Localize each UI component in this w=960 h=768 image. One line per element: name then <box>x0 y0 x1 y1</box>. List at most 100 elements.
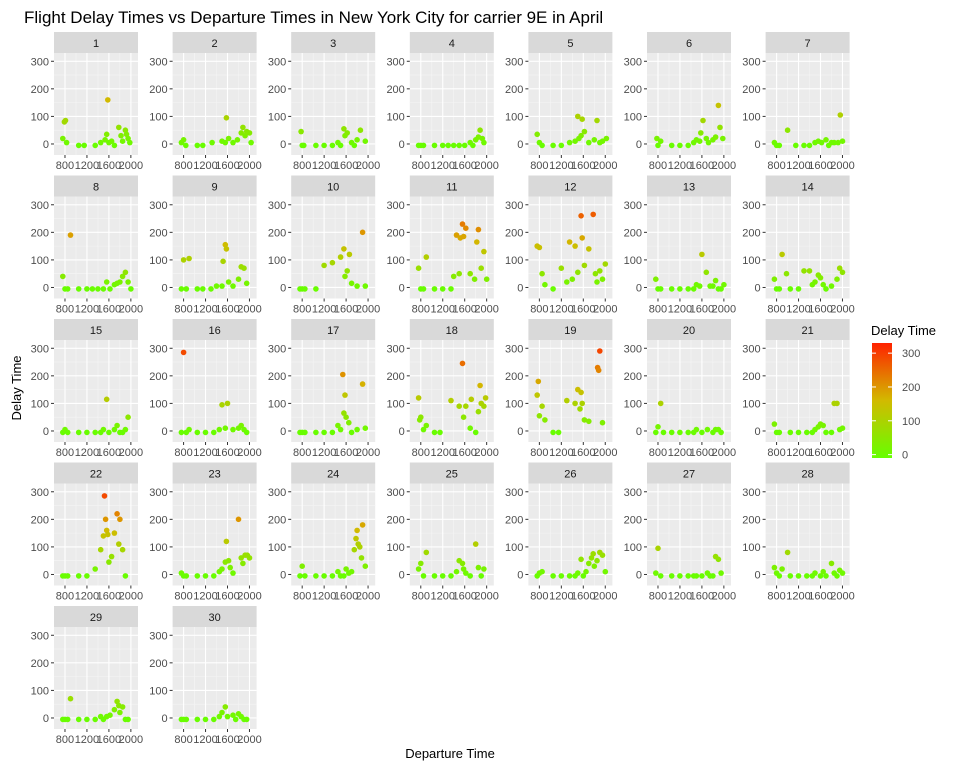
x-tick-label: 2000 <box>830 447 854 459</box>
data-point <box>357 127 364 133</box>
data-point <box>776 429 783 436</box>
data-point <box>238 422 244 429</box>
y-tick-label: 100 <box>268 111 286 123</box>
x-tick-label: 1200 <box>430 304 454 316</box>
data-point <box>599 276 606 283</box>
data-point <box>75 286 82 292</box>
data-point <box>804 429 810 436</box>
data-point <box>348 280 355 287</box>
data-point <box>219 402 225 408</box>
y-tick-label: 200 <box>386 227 404 239</box>
y-tick-label: 0 <box>754 426 760 438</box>
data-point <box>603 135 610 142</box>
y-tick-label: 300 <box>149 56 167 68</box>
data-point <box>122 426 129 433</box>
data-point <box>472 541 479 547</box>
data-point <box>594 279 600 285</box>
data-point <box>459 360 466 367</box>
data-point <box>230 570 236 576</box>
data-point <box>359 381 366 387</box>
panel-background <box>291 53 376 155</box>
y-tick-label: 100 <box>149 398 167 410</box>
data-point <box>337 426 344 433</box>
data-point <box>779 251 785 258</box>
x-tick-label: 1200 <box>786 447 810 459</box>
x-tick-label: 800 <box>530 591 548 603</box>
data-point <box>575 570 581 576</box>
data-point <box>125 414 131 421</box>
data-point <box>224 400 231 407</box>
data-point <box>64 573 71 579</box>
y-tick-label: 100 <box>505 255 523 267</box>
data-point <box>106 429 112 436</box>
data-point <box>539 403 545 410</box>
x-tick-label: 1600 <box>452 591 476 603</box>
facet-strip <box>54 319 138 340</box>
x-tick-label: 2000 <box>119 160 143 172</box>
facet-strip <box>172 462 257 484</box>
x-tick-label: 1200 <box>193 447 217 459</box>
panel-background <box>54 53 138 155</box>
data-point <box>539 270 545 277</box>
data-point <box>478 573 485 579</box>
facet-label: 17 <box>327 325 339 337</box>
data-point <box>712 277 719 284</box>
data-point <box>415 395 422 401</box>
data-point <box>107 712 113 718</box>
data-point <box>89 286 96 292</box>
facet-strip <box>528 32 613 53</box>
x-tick-label: 1600 <box>97 591 121 603</box>
y-tick-label: 0 <box>636 282 642 294</box>
y-tick-label: 200 <box>149 658 167 670</box>
x-tick-label: 1600 <box>452 160 476 172</box>
data-point <box>84 286 90 292</box>
y-tick-label: 100 <box>386 542 404 554</box>
data-point <box>463 403 469 410</box>
facet-label: 8 <box>93 182 99 194</box>
data-point <box>329 259 336 266</box>
facet-label: 1 <box>93 38 99 50</box>
legend-tick-label: 100 <box>902 416 920 428</box>
y-tick-label: 100 <box>386 111 404 123</box>
y-axis-title: Delay Time <box>9 355 24 420</box>
data-point <box>420 426 427 433</box>
data-point <box>591 563 598 569</box>
x-tick-label: 2000 <box>356 160 380 172</box>
facet-strip <box>765 319 850 340</box>
data-point <box>75 573 82 579</box>
data-point <box>220 258 226 265</box>
data-point <box>240 560 246 567</box>
data-point <box>122 269 129 276</box>
data-point <box>183 716 190 723</box>
data-point <box>823 286 829 292</box>
data-point <box>818 139 825 146</box>
data-point <box>550 286 556 292</box>
panel-background <box>528 340 613 442</box>
y-tick-label: 200 <box>31 658 49 670</box>
data-point <box>839 269 846 276</box>
data-point <box>235 516 242 523</box>
data-point <box>108 553 115 560</box>
data-point <box>783 270 790 277</box>
data-point <box>183 142 189 149</box>
data-point <box>467 573 474 579</box>
y-tick-label: 100 <box>386 255 404 267</box>
data-point <box>820 281 826 288</box>
x-tick-label: 2000 <box>356 591 380 603</box>
facet-label: 4 <box>449 38 455 50</box>
data-point <box>301 142 307 149</box>
facet-label: 27 <box>683 469 695 481</box>
x-tick-label: 1200 <box>786 591 810 603</box>
data-point <box>536 413 543 419</box>
y-tick-label: 300 <box>268 487 286 499</box>
x-tick-label: 800 <box>174 734 192 746</box>
data-point <box>362 138 369 144</box>
x-tick-label: 800 <box>174 304 192 316</box>
data-point <box>123 131 130 138</box>
x-tick-label: 2000 <box>237 304 261 316</box>
